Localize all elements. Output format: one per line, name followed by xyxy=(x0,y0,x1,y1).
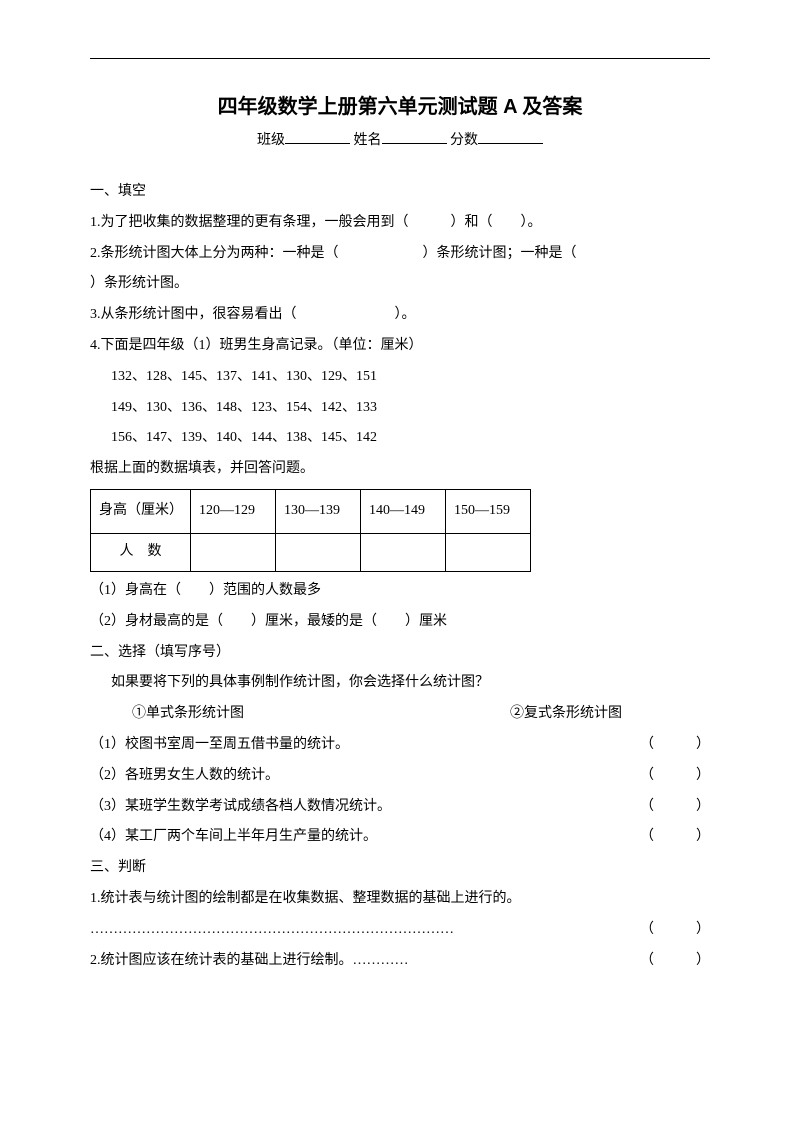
s3-q1-answer[interactable]: （ ） xyxy=(610,915,710,946)
height-table: 身高（厘米） 120—129 130—139 140—149 150—159 人… xyxy=(90,489,531,572)
class-blank[interactable] xyxy=(285,130,350,144)
class-label: 班级 xyxy=(257,133,285,148)
s2-q2-row: （2）各班男女生人数的统计。 （ ） xyxy=(90,761,710,792)
s1-q4-data-row3: 156、147、139、140、144、138、145、142 xyxy=(90,423,710,454)
s2-q4: （4）某工厂两个车间上半年月生产量的统计。 xyxy=(90,822,610,853)
student-info-line: 班级 姓名 分数 xyxy=(90,129,710,149)
table-people-label: 人 数 xyxy=(91,533,191,571)
table-col-2: 130—139 xyxy=(276,489,361,533)
s2-q4-row: （4）某工厂两个车间上半年月生产量的统计。 （ ） xyxy=(90,822,710,853)
s2-q1-answer[interactable]: （ ） xyxy=(610,730,710,761)
section-2-heading: 二、选择（填写序号） xyxy=(90,638,710,669)
s1-q2-line1: 2.条形统计图大体上分为两种：一种是（ ）条形统计图；一种是（ xyxy=(90,239,710,270)
page-top-rule xyxy=(90,58,710,59)
s2-option-1: ①单式条形统计图 xyxy=(90,699,510,730)
dots-fill: …………………………………………………………………… xyxy=(90,915,610,946)
name-blank[interactable] xyxy=(382,130,447,144)
s2-q3-answer[interactable]: （ ） xyxy=(610,792,710,823)
s2-q2-answer[interactable]: （ ） xyxy=(610,761,710,792)
table-cell-3[interactable] xyxy=(361,533,446,571)
s2-q1: （1）校图书室周一至周五借书量的统计。 xyxy=(90,730,610,761)
s2-q3: （3）某班学生数学考试成绩各档人数情况统计。 xyxy=(90,792,610,823)
s3-q1-dots-row: …………………………………………………………………… （ ） xyxy=(90,915,710,946)
table-row: 人 数 xyxy=(91,533,531,571)
s2-q3-row: （3）某班学生数学考试成绩各档人数情况统计。 （ ） xyxy=(90,792,710,823)
s1-q4-sub2: （2）身材最高的是（ ）厘米，最矮的是（ ）厘米 xyxy=(90,607,710,638)
s1-q1: 1.为了把收集的数据整理的更有条理，一般会用到（ ）和（ ）。 xyxy=(90,208,710,239)
name-label: 姓名 xyxy=(354,133,382,148)
s2-q4-answer[interactable]: （ ） xyxy=(610,822,710,853)
s1-q4-data-row1: 132、128、145、137、141、130、129、151 xyxy=(90,362,710,393)
s2-prompt: 如果要将下列的具体事例制作统计图，你会选择什么统计图？ xyxy=(90,668,710,699)
score-blank[interactable] xyxy=(478,130,543,144)
score-label: 分数 xyxy=(450,133,478,148)
table-col-1: 120—129 xyxy=(191,489,276,533)
table-cell-2[interactable] xyxy=(276,533,361,571)
table-col-3: 140—149 xyxy=(361,489,446,533)
s1-q3: 3.从条形统计图中，很容易看出（ ）。 xyxy=(90,300,710,331)
table-cell-1[interactable] xyxy=(191,533,276,571)
s1-q4: 4.下面是四年级（1）班男生身高记录。（单位：厘米） xyxy=(90,331,710,362)
section-3-heading: 三、判断 xyxy=(90,853,710,884)
s3-q2-answer[interactable]: （ ） xyxy=(610,946,710,977)
page-title: 四年级数学上册第六单元测试题 A 及答案 xyxy=(90,90,710,119)
s1-q4-data-row2: 149、130、136、148、123、154、142、133 xyxy=(90,393,710,424)
s2-option-2: ②复式条形统计图 xyxy=(510,699,622,730)
s1-q4-sub1: （1）身高在（ ）范围的人数最多 xyxy=(90,576,710,607)
table-col-4: 150—159 xyxy=(446,489,531,533)
section-1-heading: 一、填空 xyxy=(90,177,710,208)
s1-q4-prompt: 根据上面的数据填表，并回答问题。 xyxy=(90,454,710,485)
s1-q2-line2: ）条形统计图。 xyxy=(90,269,710,300)
table-header-label: 身高（厘米） xyxy=(91,489,191,533)
s3-q1: 1.统计表与统计图的绘制都是在收集数据、整理数据的基础上进行的。 xyxy=(90,884,710,915)
table-row: 身高（厘米） 120—129 130—139 140—149 150—159 xyxy=(91,489,531,533)
table-cell-4[interactable] xyxy=(446,533,531,571)
document-body: 一、填空 1.为了把收集的数据整理的更有条理，一般会用到（ ）和（ ）。 2.条… xyxy=(90,177,710,976)
s2-q2: （2）各班男女生人数的统计。 xyxy=(90,761,610,792)
s3-q2: 2.统计图应该在统计表的基础上进行绘制。………… xyxy=(90,946,610,977)
s2-q1-row: （1）校图书室周一至周五借书量的统计。 （ ） xyxy=(90,730,710,761)
s3-q2-row: 2.统计图应该在统计表的基础上进行绘制。………… （ ） xyxy=(90,946,710,977)
s2-options: ①单式条形统计图 ②复式条形统计图 xyxy=(90,699,710,730)
